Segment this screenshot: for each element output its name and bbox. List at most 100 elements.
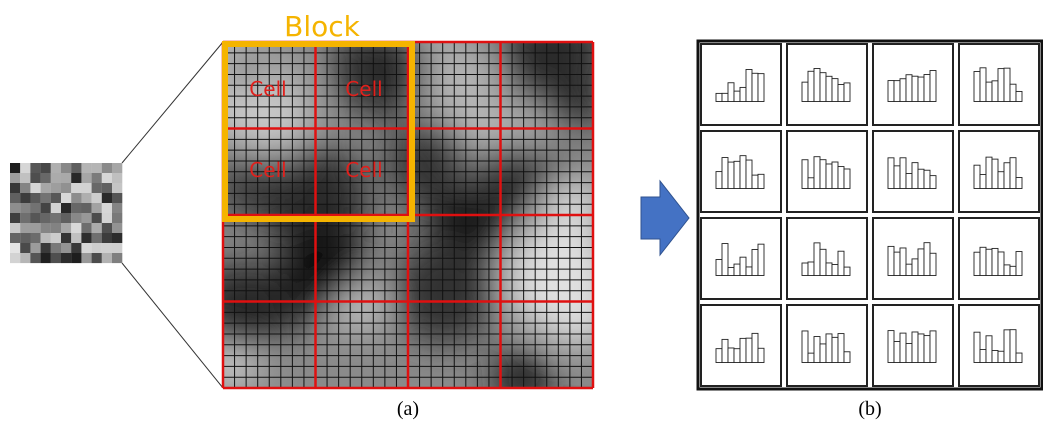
pixel bbox=[71, 233, 81, 243]
pixel bbox=[51, 213, 61, 223]
hist-bar bbox=[906, 343, 912, 362]
pixel bbox=[10, 193, 20, 203]
hist-bar bbox=[814, 157, 820, 189]
caption: (b) bbox=[858, 398, 881, 420]
hist-bar bbox=[802, 331, 808, 363]
hist-cell bbox=[959, 305, 1039, 386]
pixel bbox=[30, 183, 40, 193]
hist-bar bbox=[716, 93, 722, 101]
hist-bar bbox=[758, 174, 764, 188]
hist-bar bbox=[930, 176, 936, 189]
hist-bar bbox=[728, 83, 734, 102]
pixel bbox=[81, 233, 91, 243]
hist-bar bbox=[912, 259, 918, 276]
blob bbox=[422, 49, 502, 129]
pixel bbox=[41, 193, 51, 203]
hist-bar bbox=[826, 263, 832, 276]
pixel bbox=[61, 223, 71, 233]
pixel bbox=[51, 243, 61, 253]
hist-bar bbox=[986, 336, 992, 363]
pixel bbox=[81, 173, 91, 183]
hist-bar bbox=[924, 336, 930, 363]
hist-bar bbox=[980, 174, 986, 188]
image-patch bbox=[10, 163, 122, 263]
hist-bar bbox=[746, 338, 752, 362]
hist-bar bbox=[974, 252, 980, 275]
blob bbox=[506, 224, 614, 332]
pixel bbox=[10, 203, 20, 213]
hist-bar bbox=[722, 339, 728, 362]
pixel bbox=[61, 163, 71, 173]
pixel bbox=[112, 233, 122, 243]
hist-bar bbox=[740, 338, 746, 362]
pixel bbox=[10, 233, 20, 243]
hist-bar bbox=[930, 253, 936, 275]
hist-bar bbox=[998, 69, 1004, 102]
pixel bbox=[10, 173, 20, 183]
pixel bbox=[92, 173, 102, 183]
hist-bar bbox=[888, 81, 894, 102]
hist-bar bbox=[728, 348, 734, 363]
hist-bar bbox=[734, 264, 740, 275]
hist-bar bbox=[722, 93, 728, 101]
pixel bbox=[20, 163, 30, 173]
hist-bar bbox=[912, 76, 918, 101]
hist-bar bbox=[1010, 330, 1016, 363]
pixel bbox=[71, 253, 81, 263]
pixel bbox=[30, 193, 40, 203]
hist-bar bbox=[1016, 353, 1022, 362]
pixel bbox=[20, 173, 30, 183]
cell-label: Cell bbox=[249, 77, 286, 101]
pixel bbox=[102, 233, 112, 243]
hist-bar bbox=[832, 162, 838, 188]
pixel bbox=[41, 253, 51, 263]
hist-bar bbox=[918, 249, 924, 276]
hist-bar bbox=[980, 68, 986, 102]
cell-label: Cell bbox=[249, 158, 286, 182]
pixel bbox=[112, 183, 122, 193]
hist-bar bbox=[838, 251, 844, 275]
pixel bbox=[71, 183, 81, 193]
pixel bbox=[20, 223, 30, 233]
pixel bbox=[102, 163, 112, 173]
pixel bbox=[41, 203, 51, 213]
pixel bbox=[92, 243, 102, 253]
hist-bar bbox=[1004, 330, 1010, 363]
hist-bar bbox=[974, 72, 980, 102]
pixel bbox=[51, 173, 61, 183]
pixel bbox=[102, 213, 112, 223]
pixel bbox=[10, 253, 20, 263]
hist-bar bbox=[924, 243, 930, 276]
hist-bar bbox=[752, 249, 758, 275]
hist-bar bbox=[924, 75, 930, 102]
pixel bbox=[20, 203, 30, 213]
hog-diagram: Block Cell Cell Cell Cell (a) (b) bbox=[0, 0, 1043, 426]
hist-bar bbox=[722, 244, 728, 276]
pixel bbox=[61, 173, 71, 183]
hist-bar bbox=[758, 348, 764, 362]
pixel bbox=[20, 253, 30, 263]
pixel bbox=[81, 243, 91, 253]
hist-bar bbox=[808, 71, 814, 101]
pixel bbox=[81, 193, 91, 203]
hist-bar bbox=[1004, 265, 1010, 276]
pixel bbox=[71, 163, 81, 173]
pixel bbox=[41, 213, 51, 223]
hist-bar bbox=[986, 157, 992, 188]
cell-label: Cell bbox=[345, 77, 382, 101]
hist-bar bbox=[888, 158, 894, 189]
pixel bbox=[112, 203, 122, 213]
pixel bbox=[92, 183, 102, 193]
hist-bar bbox=[814, 243, 820, 276]
hist-bar bbox=[888, 246, 894, 275]
hist-bar bbox=[826, 164, 832, 189]
hist-bar bbox=[906, 75, 912, 102]
pixel bbox=[61, 233, 71, 243]
pixel bbox=[112, 163, 122, 173]
pixel bbox=[71, 203, 81, 213]
hist-bar bbox=[1010, 84, 1016, 101]
zoom-line bbox=[122, 42, 223, 163]
hist-bar bbox=[906, 173, 912, 188]
pixel bbox=[102, 223, 112, 233]
pixel bbox=[61, 193, 71, 203]
